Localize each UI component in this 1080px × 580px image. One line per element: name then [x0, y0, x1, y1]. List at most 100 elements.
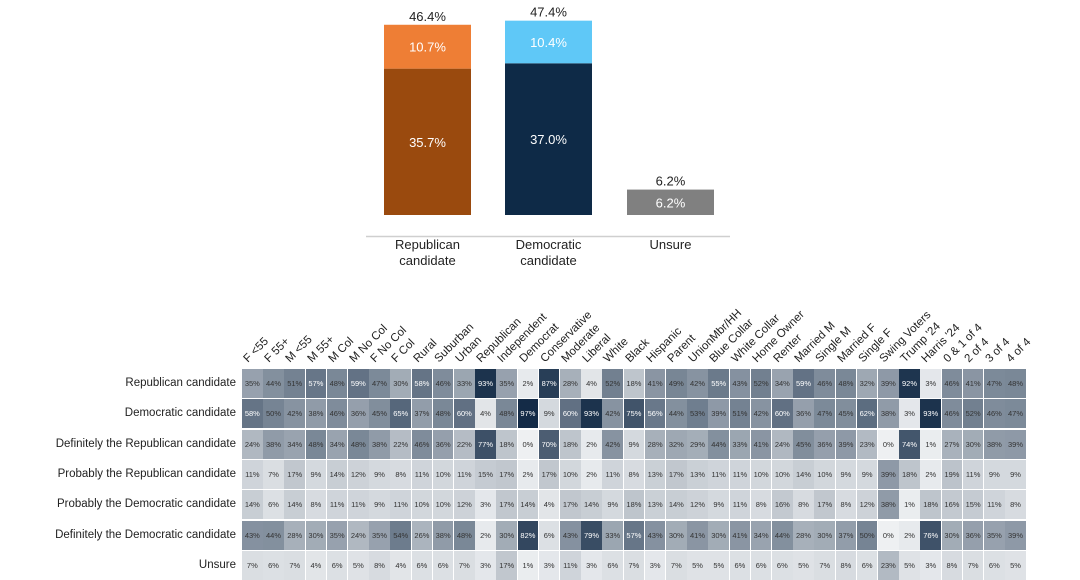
heatmap-cell: 4%	[475, 399, 496, 429]
heatmap-cell: 43%	[644, 520, 666, 550]
heatmap-cell: 6%	[856, 550, 878, 580]
heatmap-cell: 36%	[348, 399, 369, 429]
heatmap-cell: 42%	[750, 399, 772, 429]
heatmap-cell: 9%	[538, 399, 560, 429]
heatmap-cell: 3%	[899, 399, 920, 429]
heatmap-cell: 75%	[623, 399, 645, 429]
heatmap-cell: 11%	[729, 490, 751, 520]
heatmap-cell: 27%	[941, 429, 963, 459]
heatmap-cell: 33%	[602, 520, 624, 550]
heatmap-cell: 70%	[538, 429, 560, 459]
heatmap-cell: 8%	[750, 490, 772, 520]
heatmap-cell: 30%	[814, 520, 836, 550]
heatmap-cell: 18%	[496, 429, 518, 459]
heatmap-cell: 5%	[793, 550, 814, 580]
heatmap-cell: 33%	[729, 429, 751, 459]
heatmap-cell: 30%	[496, 520, 518, 550]
heatmap-cell: 46%	[984, 399, 1005, 429]
heatmap-cell: 15%	[962, 490, 984, 520]
heatmap-cell: 14%	[581, 490, 602, 520]
heatmap-cell: 7%	[242, 550, 263, 580]
heatmap-cell: 77%	[475, 429, 496, 459]
heatmap-cell: 97%	[517, 399, 539, 429]
heatmap-cell: 7%	[263, 459, 284, 489]
bar-segment	[627, 189, 714, 215]
heatmap-cell: 11%	[962, 459, 984, 489]
heatmap-cell: 93%	[581, 399, 602, 429]
x-tick-label: Democratic	[516, 237, 582, 252]
heatmap-cell: 60%	[772, 399, 793, 429]
heatmap-cell: 11%	[348, 490, 369, 520]
heatmap-cell: 52%	[602, 369, 624, 398]
heatmap-cell: 41%	[687, 520, 708, 550]
heatmap-cell: 59%	[793, 369, 814, 398]
heatmap-cell: 10%	[772, 459, 793, 489]
heatmap-cell: 65%	[390, 399, 412, 429]
heatmap-cell: 92%	[899, 369, 920, 398]
heatmap-cell: 46%	[941, 369, 963, 398]
heatmap-cell: 60%	[454, 399, 475, 429]
heatmap-cell: 6%	[729, 550, 751, 580]
heatmap-cell: 37%	[411, 399, 433, 429]
x-tick-label: Unsure	[650, 237, 692, 252]
heatmap-cell: 10%	[432, 490, 454, 520]
stacked-bar-chart: 35.7%10.7%46.4%Republicancandidate37.0%1…	[366, 5, 730, 268]
bar-segment	[384, 24, 471, 69]
bar-segment-label: 10.7%	[409, 40, 446, 55]
heatmap-cell: 0%	[878, 429, 899, 459]
heatmap-cell: 49%	[666, 369, 687, 398]
heatmap-cell: 33%	[454, 369, 475, 398]
heatmap-cell: 2%	[581, 429, 602, 459]
heatmap-cell: 10%	[411, 490, 433, 520]
heatmap-cell: 57%	[305, 369, 327, 398]
heatmap-cell: 3%	[581, 550, 602, 580]
heatmap-cell: 3%	[920, 550, 942, 580]
heatmap-cell: 48%	[432, 399, 454, 429]
heatmap-cell: 37%	[835, 520, 857, 550]
heatmap-cell: 13%	[644, 459, 666, 489]
x-tick-label: Republican	[395, 237, 460, 252]
heatmap-cell: 2%	[899, 520, 920, 550]
row-label: Definitely the Republican candidate	[55, 437, 236, 450]
heatmap-cell: 41%	[644, 369, 666, 398]
heatmap-cell: 10%	[432, 459, 454, 489]
heatmap-cell: 35%	[369, 520, 390, 550]
heatmap-cell: 48%	[496, 399, 518, 429]
heatmap-cell: 7%	[454, 550, 475, 580]
heatmap-cell: 16%	[772, 490, 793, 520]
heatmap-cell: 23%	[878, 550, 899, 580]
heatmap-cell: 17%	[284, 459, 306, 489]
heatmap-cell: 6%	[411, 550, 433, 580]
row-label: Republican candidate	[125, 377, 236, 389]
row-label: Probably the Republican candidate	[57, 467, 236, 480]
heatmap-cell: 17%	[666, 459, 687, 489]
heatmap-cell: 9%	[369, 490, 390, 520]
heatmap-cell: 12%	[454, 490, 475, 520]
heatmap-cell: 39%	[1005, 429, 1026, 459]
bar-segment-label: 6.2%	[656, 195, 686, 210]
heatmap-cell: 53%	[687, 399, 708, 429]
heatmap-cell: 4%	[581, 369, 602, 398]
heatmap-cell: 52%	[750, 369, 772, 398]
heatmap-cell: 5%	[708, 550, 730, 580]
heatmap-cell: 18%	[560, 429, 581, 459]
heatmap-cell: 11%	[326, 490, 348, 520]
row-label: Unsure	[198, 558, 236, 571]
heatmap-cell: 9%	[1005, 459, 1026, 489]
heatmap-cell: 22%	[390, 429, 412, 459]
heatmap-cell: 62%	[856, 399, 878, 429]
heatmap-cell: 11%	[729, 459, 751, 489]
heatmap-cell: 3%	[538, 550, 560, 580]
heatmap-cell: 15%	[475, 459, 496, 489]
heatmap-cell: 3%	[475, 490, 496, 520]
heatmap-cell: 24%	[772, 429, 793, 459]
heatmap-cell: 44%	[666, 399, 687, 429]
heatmap-cell: 44%	[263, 369, 284, 398]
heatmap-cell: 93%	[475, 369, 496, 398]
heatmap-cell: 45%	[793, 429, 814, 459]
heatmap-cell: 41%	[750, 429, 772, 459]
heatmap-cell: 34%	[772, 369, 793, 398]
bar-total-label: 46.4%	[409, 9, 446, 24]
bar-segment	[505, 20, 592, 64]
heatmap-cell: 7%	[623, 550, 645, 580]
